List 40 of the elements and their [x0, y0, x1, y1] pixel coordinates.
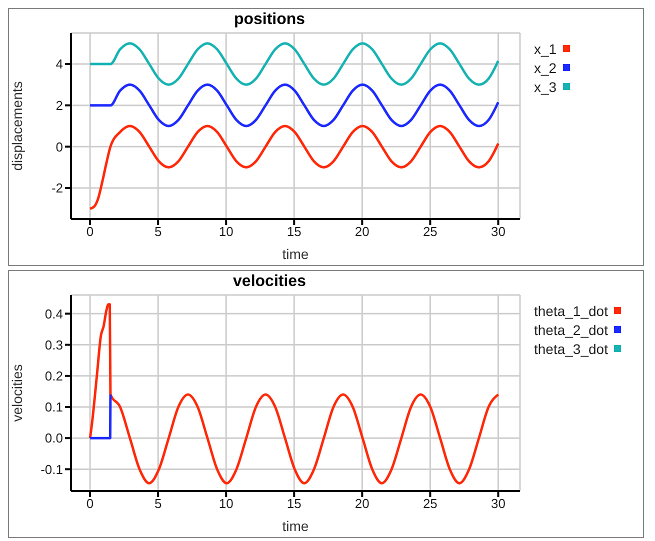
y-tick-label: -2	[51, 180, 63, 196]
y-tick-label: 0.0	[44, 430, 63, 446]
chart-title: positions	[232, 11, 306, 29]
chart-title: velocities	[232, 273, 307, 291]
y-tick-label: 0.4	[44, 306, 63, 322]
x-tick-label: 20	[354, 496, 370, 512]
x-tick-label: 10	[218, 496, 234, 512]
legend-label: theta_2_dot	[534, 322, 608, 338]
y-tick-label: 0.2	[44, 368, 63, 384]
legend-label: theta_1_dot	[534, 302, 608, 318]
x-tick-label: 0	[86, 496, 94, 512]
y-axis-title: velocities	[8, 364, 25, 422]
legend-label: theta_3_dot	[534, 340, 608, 356]
x-tick-label: 30	[490, 496, 506, 512]
y-tick-label: 0.3	[44, 337, 63, 352]
line-series	[88, 124, 500, 210]
legend-label: x_1	[534, 40, 557, 56]
legend-label: x_2	[534, 60, 557, 76]
line-series	[88, 42, 500, 86]
x-tick-label: 30	[490, 224, 506, 240]
x-axis-title: time	[282, 246, 309, 262]
y-tick-label: 2	[56, 98, 63, 113]
x-axis-title: time	[282, 518, 309, 534]
x-tick-label: 25	[422, 496, 438, 512]
x-tick-label: 15	[286, 224, 302, 240]
y-tick-label: 4	[56, 56, 63, 72]
x-tick-label: 5	[154, 496, 162, 512]
y-tick-label: -0.1	[40, 462, 63, 477]
x-tick-label: 5	[154, 224, 162, 240]
y-tick-label: 0	[56, 139, 63, 154]
line-series	[88, 303, 500, 484]
x-tick-label: 15	[286, 496, 302, 512]
y-axis-title: displacements	[8, 81, 25, 171]
y-tick-label: 0.1	[44, 400, 63, 415]
legend-label: x_3	[534, 78, 557, 94]
x-tick-label: 20	[354, 224, 370, 240]
x-tick-label: 0	[86, 224, 94, 240]
x-tick-label: 25	[422, 224, 438, 240]
x-tick-label: 10	[218, 224, 234, 240]
line-series	[88, 83, 500, 128]
